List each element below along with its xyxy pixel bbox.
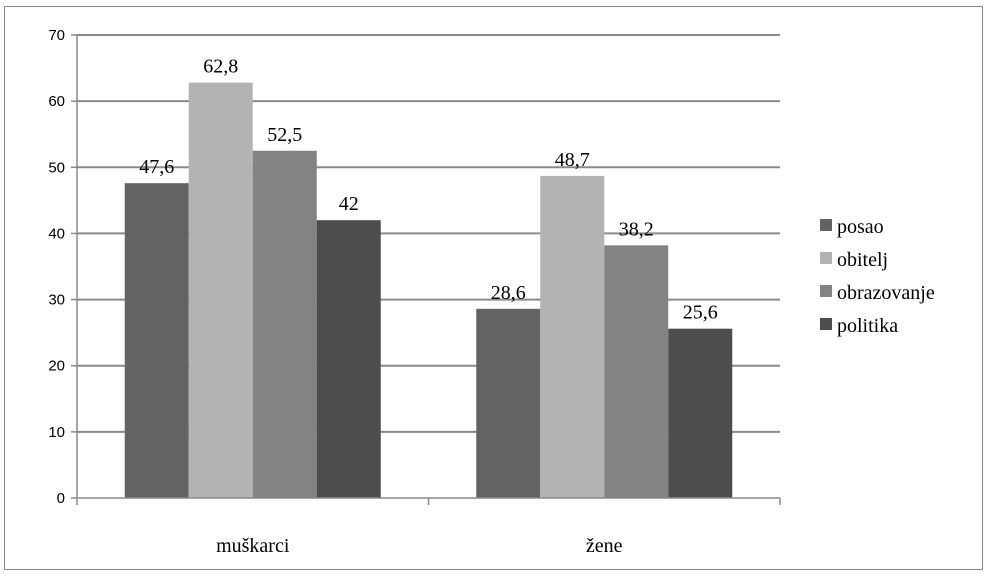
bar-posao-0: [124, 183, 189, 498]
legend-swatch-politika: [820, 318, 832, 330]
data-label: 25,6: [683, 302, 718, 324]
data-label: 48,7: [555, 149, 590, 171]
bar-obitelj-1: [540, 175, 605, 499]
data-label: 38,2: [619, 218, 654, 240]
bar-obrazovanje-0: [252, 150, 317, 498]
y-tick-label: 70: [48, 27, 65, 44]
data-labels: 47,6 62,8 52,5 42 28,6 48,7 38,2 25,6: [139, 56, 718, 324]
bar-obrazovanje-1: [604, 245, 669, 498]
legend-label-obitelj: obitelj: [837, 249, 888, 271]
y-tick-label: 50: [48, 159, 65, 176]
legend-label-obrazovanje: obrazovanje: [837, 282, 935, 304]
y-tick-label: 40: [48, 225, 65, 242]
y-tick-label: 0: [57, 490, 65, 507]
legend-label-politika: politika: [837, 315, 898, 337]
bar-politika-0: [316, 220, 381, 498]
y-tick-label: 30: [48, 292, 65, 309]
legend-label-posao: posao: [837, 216, 884, 238]
data-label: 47,6: [139, 156, 174, 178]
axes: 0 10 20 30 40 50 60 70 muškarci žene: [48, 27, 781, 557]
x-tick-label: žene: [586, 535, 623, 557]
data-label: 42: [339, 193, 359, 215]
legend: posao obitelj obrazovanje politika: [820, 216, 935, 337]
y-tick-label: 60: [48, 93, 65, 110]
bar-posao-1: [476, 308, 541, 498]
bar-obitelj-0: [188, 82, 253, 498]
x-tick-label: muškarci: [216, 535, 290, 557]
data-label: 62,8: [203, 56, 238, 78]
data-label: 52,5: [267, 124, 302, 146]
y-tick-label: 20: [48, 358, 65, 375]
legend-swatch-obrazovanje: [820, 285, 832, 297]
legend-swatch-obitelj: [820, 252, 832, 264]
data-label: 28,6: [491, 282, 526, 304]
legend-swatch-posao: [820, 219, 832, 231]
bars: [124, 82, 733, 499]
bar-politika-1: [668, 328, 733, 498]
y-tick-label: 10: [48, 424, 65, 441]
